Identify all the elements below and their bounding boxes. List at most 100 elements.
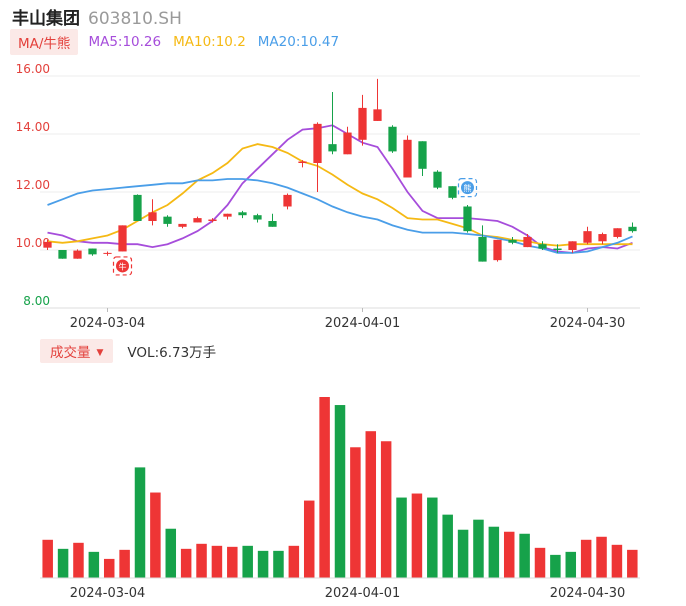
signal-marker[interactable]: 熊 bbox=[457, 178, 478, 198]
volume-legend: 成交量 ▼ VOL:6.73万手 bbox=[40, 339, 216, 363]
candle-body bbox=[373, 109, 382, 121]
marker-frame bbox=[112, 256, 133, 276]
y-tick-label: 10.00 bbox=[16, 236, 50, 250]
ma5-legend-label: MA5:10.26 bbox=[88, 34, 162, 50]
marker-glyph: 牛 bbox=[119, 261, 127, 271]
candle-body bbox=[133, 194, 142, 221]
candle bbox=[448, 186, 457, 200]
candle bbox=[388, 125, 397, 153]
signal-markers: 牛熊 bbox=[112, 178, 478, 276]
candle-body bbox=[118, 225, 127, 252]
volume-bar bbox=[150, 492, 161, 578]
volume-bar bbox=[196, 543, 207, 578]
volume-bar bbox=[488, 526, 500, 578]
candle bbox=[43, 239, 52, 250]
candle bbox=[403, 135, 412, 178]
caret-down-icon: ▼ bbox=[96, 348, 104, 358]
candle-body bbox=[388, 126, 397, 152]
volume-x-axis: 2024-03-04 2024-04-01 2024-04-30 bbox=[40, 577, 640, 601]
candle bbox=[568, 241, 577, 253]
volume-bars bbox=[42, 397, 638, 578]
candle-body bbox=[163, 216, 172, 224]
candle bbox=[463, 205, 472, 233]
candle bbox=[478, 225, 487, 262]
price-y-axis: 16.00 14.00 12.00 10.00 8.00 bbox=[16, 62, 50, 308]
volume-bar bbox=[227, 546, 238, 578]
volume-bar bbox=[627, 549, 638, 578]
candle-body bbox=[43, 241, 52, 248]
volume-bar bbox=[180, 548, 192, 578]
candle bbox=[373, 78, 382, 121]
candle-body bbox=[238, 212, 247, 216]
x-tick-label: 2024-04-30 bbox=[550, 316, 626, 331]
candle bbox=[58, 250, 67, 259]
volume-bar bbox=[103, 558, 115, 578]
candle bbox=[508, 236, 517, 245]
candle bbox=[208, 218, 217, 223]
x-tick-label: 2024-04-01 bbox=[325, 586, 401, 601]
candle-body bbox=[73, 250, 82, 259]
candle-body bbox=[313, 123, 322, 163]
x-tick-label: 2024-03-04 bbox=[70, 316, 146, 331]
price-grid bbox=[40, 75, 640, 309]
volume-bar bbox=[580, 539, 592, 578]
volume-bar bbox=[565, 551, 577, 578]
candle-body bbox=[448, 186, 457, 198]
candle bbox=[193, 216, 202, 223]
volume-bar bbox=[550, 554, 561, 578]
candle-body bbox=[178, 223, 187, 227]
ma10-line bbox=[47, 143, 633, 247]
candle bbox=[163, 215, 172, 227]
candle bbox=[298, 160, 307, 168]
candle bbox=[598, 232, 607, 245]
stock-name: 丰山集团 bbox=[12, 9, 80, 29]
volume-bar bbox=[88, 551, 100, 578]
candle-body bbox=[628, 226, 637, 232]
ma20-line bbox=[47, 178, 633, 254]
candle-body bbox=[283, 194, 292, 207]
y-tick-label: 16.00 bbox=[16, 62, 50, 76]
y-tick-label: 14.00 bbox=[16, 120, 50, 134]
volume-bar bbox=[319, 397, 330, 578]
candle bbox=[538, 241, 547, 250]
x-tick-label: 2024-04-01 bbox=[325, 316, 401, 331]
candle bbox=[253, 213, 262, 223]
marker-badge bbox=[461, 181, 474, 195]
volume-bar bbox=[334, 405, 346, 578]
candle bbox=[418, 141, 427, 177]
ma-selector-button[interactable]: MA/牛熊 bbox=[10, 29, 79, 55]
candle-body bbox=[148, 212, 157, 221]
marker-badge bbox=[116, 259, 129, 273]
candle-body bbox=[418, 141, 427, 169]
candle bbox=[583, 226, 592, 245]
volume-selector-button[interactable]: 成交量 ▼ bbox=[40, 339, 114, 363]
marker-frame bbox=[457, 178, 478, 198]
volume-bar bbox=[257, 550, 269, 578]
volume-bar bbox=[119, 549, 130, 578]
candle-body bbox=[328, 144, 337, 152]
ma5-line bbox=[47, 124, 633, 254]
candle bbox=[103, 251, 112, 256]
volume-bar bbox=[380, 441, 392, 578]
volume-bar bbox=[57, 548, 69, 578]
candle bbox=[118, 225, 127, 252]
volume-bar bbox=[503, 531, 515, 578]
y-tick-label: 12.00 bbox=[16, 178, 50, 192]
candle-body bbox=[193, 218, 202, 223]
candle bbox=[73, 249, 82, 259]
candle bbox=[328, 91, 337, 155]
candle-body bbox=[103, 252, 112, 254]
volume-bar bbox=[211, 545, 223, 578]
candle bbox=[493, 239, 502, 262]
candle bbox=[313, 122, 322, 192]
y-tick-label: 8.00 bbox=[23, 294, 50, 308]
signal-marker[interactable]: 牛 bbox=[112, 256, 133, 276]
candle-body bbox=[523, 236, 532, 248]
candlestick-series bbox=[43, 78, 637, 262]
candle-body bbox=[478, 236, 487, 262]
candle bbox=[553, 244, 562, 253]
candle bbox=[613, 228, 622, 239]
candle bbox=[238, 210, 247, 219]
volume-bar bbox=[411, 493, 423, 578]
